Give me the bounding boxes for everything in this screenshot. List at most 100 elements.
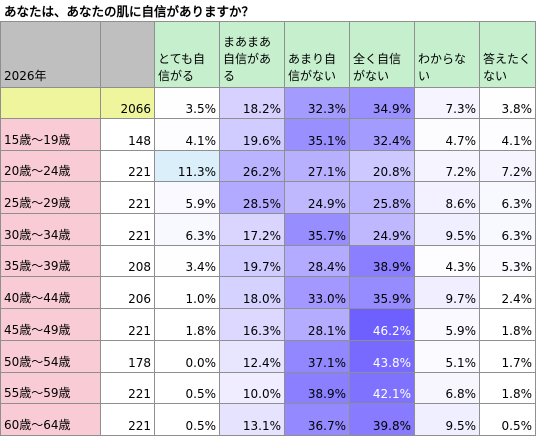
sample-n: 221 — [100, 308, 155, 341]
cell-value: 8.6% — [414, 181, 480, 215]
age-label: 55歳～59歳 — [0, 371, 101, 405]
cell-value: 6.3% — [154, 213, 220, 246]
cell-value: 4.7% — [414, 118, 480, 151]
age-label: 25歳～29歳 — [0, 181, 101, 215]
column-header: 全く自信がない — [349, 21, 415, 88]
cell-value: 17.2% — [219, 213, 285, 246]
cell-value: 36.7% — [284, 403, 350, 436]
cell-value: 5.9% — [154, 181, 220, 215]
table-row: 45歳～49歳 221 1.8% 16.3% 28.1% 46.2% 5.9% 1.8% — [0, 308, 536, 341]
cell-value: 24.9% — [284, 181, 350, 215]
cell-value: 46.2% — [349, 308, 415, 341]
cell-value: 28.4% — [284, 244, 350, 278]
sample-n: 148 — [100, 118, 155, 151]
cell-value: 42.1% — [349, 371, 415, 405]
table-row: 15歳～19歳 148 4.1% 19.6% 35.1% 32.4% 4.7% 4.1% — [0, 118, 536, 151]
cell-value: 13.1% — [219, 403, 285, 436]
cell-value: 5.3% — [479, 244, 536, 278]
cell-value: 26.2% — [219, 149, 285, 183]
cell-value: 28.5% — [219, 181, 285, 215]
sample-n: 221 — [100, 181, 155, 215]
cell-value: 35.9% — [349, 276, 415, 310]
total-value: 32.3% — [284, 87, 350, 119]
cell-value: 0.5% — [154, 371, 220, 405]
age-label: 40歳～44歳 — [0, 276, 101, 310]
cell-value: 1.8% — [154, 308, 220, 341]
age-label: 30歳～34歳 — [0, 213, 101, 246]
cell-value: 4.1% — [479, 118, 536, 151]
cell-value: 32.4% — [349, 118, 415, 151]
n-header — [100, 21, 155, 88]
cell-value: 9.5% — [414, 213, 480, 246]
cell-value: 6.3% — [479, 213, 536, 246]
total-label — [0, 87, 101, 119]
cell-value: 25.8% — [349, 181, 415, 215]
sample-n: 221 — [100, 403, 155, 436]
column-header: あまり自信がない — [284, 21, 350, 88]
cell-value: 35.7% — [284, 213, 350, 246]
cell-value: 38.9% — [349, 244, 415, 278]
total-value: 3.8% — [479, 87, 536, 119]
cell-value: 33.0% — [284, 276, 350, 310]
table-row: 35歳～39歳 208 3.4% 19.7% 28.4% 38.9% 4.3% 5.3% — [0, 244, 536, 278]
cell-value: 38.9% — [284, 371, 350, 405]
cell-value: 3.4% — [154, 244, 220, 278]
year-header: 2026年 — [0, 21, 101, 88]
total-value: 34.9% — [349, 87, 415, 119]
cell-value: 1.7% — [479, 339, 536, 373]
cell-value: 19.6% — [219, 118, 285, 151]
age-label: 35歳～39歳 — [0, 244, 101, 278]
table-row: 55歳～59歳 221 0.5% 10.0% 38.9% 42.1% 6.8% 1.8% — [0, 371, 536, 405]
cell-value: 7.2% — [479, 149, 536, 183]
cell-value: 28.1% — [284, 308, 350, 341]
column-header: とても自信がる — [154, 21, 220, 88]
total-value: 3.5% — [154, 87, 220, 119]
total-value: 18.2% — [219, 87, 285, 119]
sample-n: 221 — [100, 149, 155, 183]
age-label: 15歳～19歳 — [0, 118, 101, 151]
table-row: 40歳～44歳 206 1.0% 18.0% 33.0% 35.9% 9.7% 2.4% — [0, 276, 536, 310]
cell-value: 18.0% — [219, 276, 285, 310]
cell-value: 6.8% — [414, 371, 480, 405]
cell-value: 0.5% — [479, 403, 536, 436]
column-header: わからない — [414, 21, 480, 88]
cell-value: 9.5% — [414, 403, 480, 436]
age-label: 45歳～49歳 — [0, 308, 101, 341]
age-label: 60歳～64歳 — [0, 403, 101, 436]
cell-value: 5.1% — [414, 339, 480, 373]
cell-value: 39.8% — [349, 403, 415, 436]
table-row: 20歳～24歳 221 11.3% 26.2% 27.1% 20.8% 7.2% 7.2% — [0, 149, 536, 183]
cell-value: 27.1% — [284, 149, 350, 183]
cell-value: 6.3% — [479, 181, 536, 215]
sample-n: 178 — [100, 339, 155, 373]
cell-value: 24.9% — [349, 213, 415, 246]
cell-value: 7.2% — [414, 149, 480, 183]
cell-value: 19.7% — [219, 244, 285, 278]
column-header: 答えたくない — [479, 21, 536, 88]
age-label: 20歳～24歳 — [0, 149, 101, 183]
cell-value: 1.0% — [154, 276, 220, 310]
cell-value: 0.0% — [154, 339, 220, 373]
sample-n: 221 — [100, 371, 155, 405]
page-title: あなたは、あなたの肌に自信がありますか？ — [4, 4, 255, 19]
cell-value: 1.8% — [479, 308, 536, 341]
cell-value: 12.4% — [219, 339, 285, 373]
sample-n: 208 — [100, 244, 155, 278]
cell-value: 35.1% — [284, 118, 350, 151]
table-row: 25歳～29歳 221 5.9% 28.5% 24.9% 25.8% 8.6% 6.3% — [0, 181, 536, 215]
sample-n: 221 — [100, 213, 155, 246]
survey-table: 2026年 とても自信がる まあまあ自信がある あまり自信がない 全く自信がない わからな… — [0, 21, 536, 436]
sample-n: 206 — [100, 276, 155, 310]
cell-value: 4.1% — [154, 118, 220, 151]
cell-value: 1.8% — [479, 371, 536, 405]
cell-value: 37.1% — [284, 339, 350, 373]
table-row: 50歳～54歳 178 0.0% 12.4% 37.1% 43.8% 5.1% 1.7% — [0, 339, 536, 373]
table-row: 60歳～64歳 221 0.5% 13.1% 36.7% 39.8% 9.5% 0.5% — [0, 403, 536, 436]
cell-value: 5.9% — [414, 308, 480, 341]
table-row: 30歳～34歳 221 6.3% 17.2% 35.7% 24.9% 9.5% 6.3% — [0, 213, 536, 246]
total-value: 7.3% — [414, 87, 480, 119]
cell-value: 9.7% — [414, 276, 480, 310]
cell-value: 4.3% — [414, 244, 480, 278]
cell-value: 16.3% — [219, 308, 285, 341]
cell-value: 10.0% — [219, 371, 285, 405]
